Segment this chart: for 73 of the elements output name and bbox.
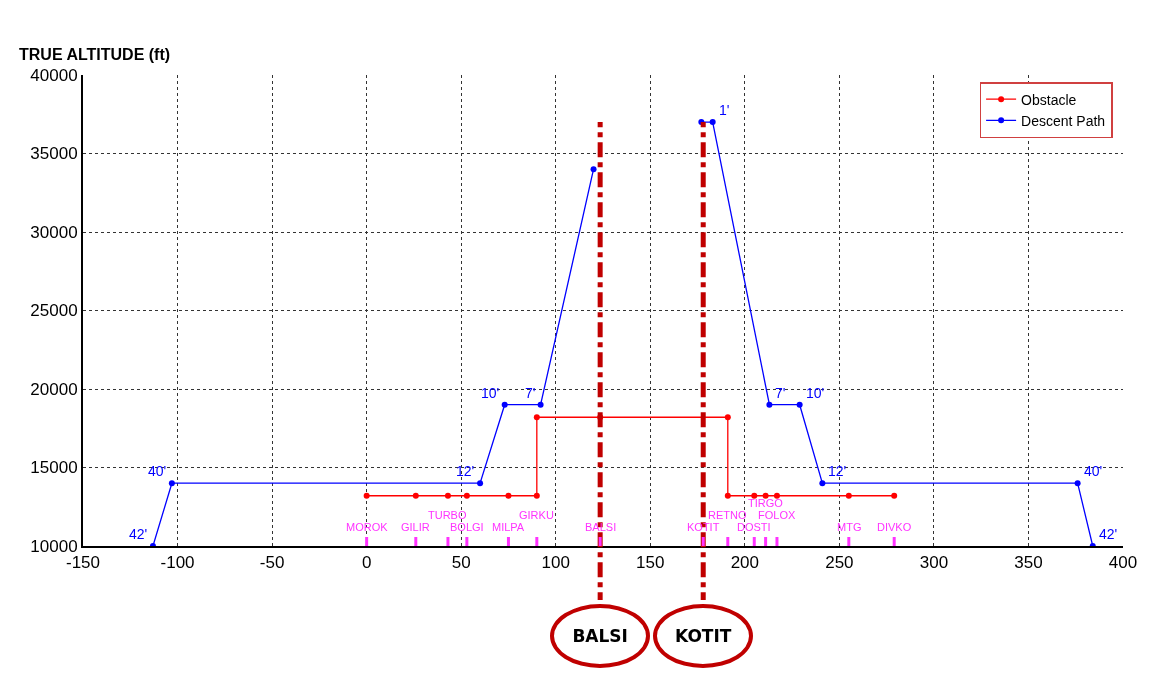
oval-outline: BALSI [550, 604, 651, 668]
annotation: 40' [148, 463, 167, 479]
x-tick-label: 100 [541, 553, 570, 573]
point [533, 492, 540, 499]
point [766, 401, 773, 408]
annotation: DIVKO [877, 521, 912, 533]
point [505, 492, 512, 499]
annotation: 10' [806, 385, 825, 401]
annotation: 12' [456, 463, 475, 479]
point [463, 492, 470, 499]
oval-outline: KOTIT [653, 604, 754, 668]
x-tick-label: -100 [160, 553, 195, 573]
annotation: KOTIT [687, 521, 720, 533]
x-tick-label: 150 [636, 553, 665, 573]
point [762, 492, 769, 499]
x-tick-label: 300 [919, 553, 949, 573]
x-tick-label: -50 [259, 553, 285, 573]
point [819, 480, 826, 487]
annotation: MILPA [492, 521, 525, 533]
point [168, 480, 175, 487]
y-tick-label: 30000 [30, 222, 78, 242]
point [501, 401, 508, 408]
point [412, 492, 419, 499]
annotation: 12' [828, 463, 847, 479]
annotation: MTG [837, 521, 862, 533]
point [845, 492, 852, 499]
x-tick-label: 400 [1108, 553, 1138, 573]
point [709, 119, 716, 126]
y-axis-title: TRUE ALTITUDE (ft) [19, 46, 171, 63]
point [1074, 480, 1081, 487]
annotation: GIRKU [519, 509, 554, 521]
point [533, 414, 540, 421]
point [590, 166, 597, 173]
y-tick-label: 40000 [30, 65, 78, 85]
y-tick-label: 15000 [30, 458, 78, 478]
x-tick-label: 200 [730, 553, 760, 573]
annotation: 10' [481, 385, 500, 401]
annotation: 7' [775, 385, 786, 401]
annotation: FOLOX [758, 509, 796, 521]
annotation: DOSTI [737, 521, 771, 533]
point [363, 492, 370, 499]
legend-label: Descent Path [1021, 112, 1106, 129]
y-tick-label: 25000 [30, 301, 78, 321]
annotation: TURBO [428, 509, 467, 521]
x-tick-label: -150 [65, 553, 101, 573]
legend-label: Obstacle [1021, 91, 1077, 108]
x-tick-label: 0 [361, 553, 372, 573]
annotation: BALSI [585, 521, 617, 533]
point [751, 492, 758, 499]
annotation: 7' [525, 385, 536, 401]
point [773, 492, 780, 499]
point [444, 492, 451, 499]
point [724, 492, 731, 499]
annotation: TIRGO [748, 497, 784, 509]
annotation: 1' [719, 102, 730, 118]
point [477, 480, 484, 487]
point [537, 401, 544, 408]
annotation: RETNO [708, 509, 747, 521]
point [724, 414, 731, 421]
annotation: GILIR [401, 521, 430, 533]
annotation: MOROK [346, 521, 389, 533]
y-tick-label: 35000 [30, 144, 78, 164]
y-tick-label: 10000 [30, 536, 78, 556]
annotation: 40' [1084, 463, 1103, 479]
y-tick-label: 20000 [30, 379, 78, 399]
annotation: BOLGI [450, 521, 484, 533]
x-tick-label: 50 [451, 553, 471, 573]
annotation: 42' [129, 526, 148, 542]
point [796, 401, 803, 408]
x-tick-label: 250 [825, 553, 854, 573]
annotation: 42' [1099, 526, 1118, 542]
x-tick-label: 350 [1014, 553, 1043, 573]
point [891, 492, 898, 499]
